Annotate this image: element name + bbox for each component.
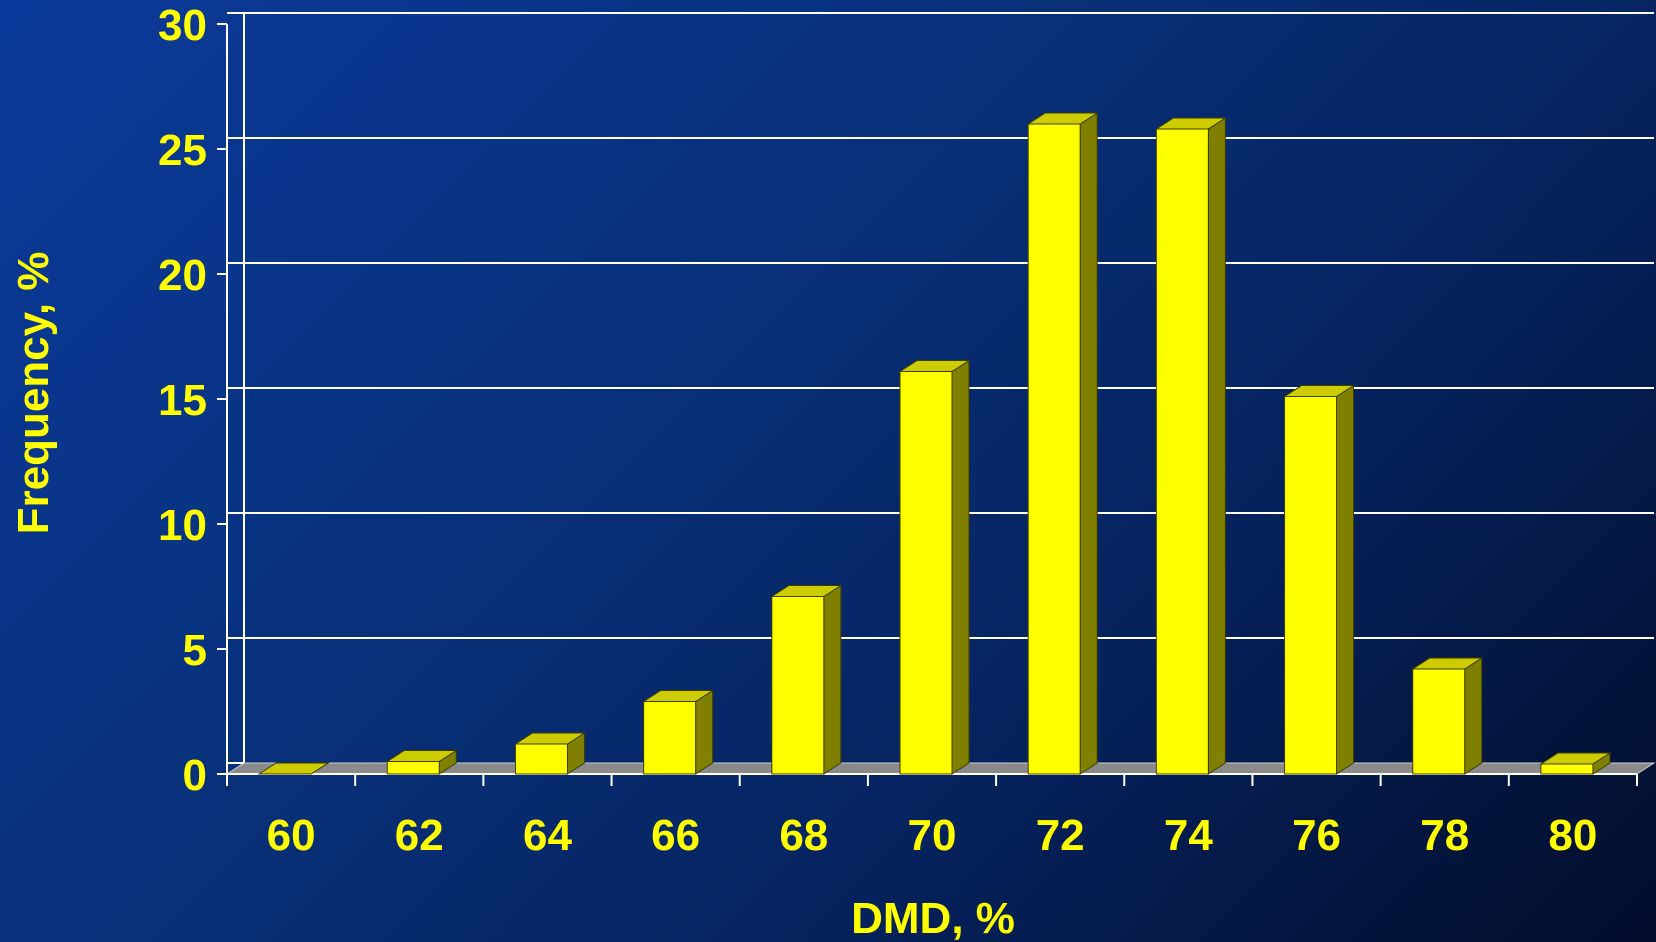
bar-side [1464,657,1483,775]
bar-66 [641,689,715,775]
bar-front [386,761,440,775]
bar-side [951,359,970,775]
y-axis-title: Frequency, % [9,252,58,535]
bar-70 [898,359,971,775]
bar-64 [513,732,587,775]
y-tick-label: 0 [183,751,207,800]
x-tick-label: 78 [1420,811,1469,860]
bar-60 [257,762,330,775]
x-tick-label: 72 [1036,811,1085,860]
y-tick-label: 5 [183,626,207,675]
bar-side [823,584,842,775]
bar-side [1079,112,1098,775]
bar-front [514,743,568,775]
x-tick-label: 70 [908,811,957,860]
x-tick-label: 74 [1164,811,1213,860]
x-tick-label: 60 [267,811,316,860]
bar-side [1336,384,1355,775]
bar-front [771,596,825,775]
x-axis-title: DMD, % [851,894,1015,942]
x-tick-label: 64 [523,811,572,860]
bar-62 [385,749,458,775]
bar-78 [1411,657,1484,775]
label-layer: 0 5 10 15 20 25 30 60 62 64 66 68 70 72 74 76 78 80 [158,1,1597,860]
bar-front [899,371,953,775]
bar-front [643,701,697,775]
bar-front [1155,128,1209,775]
bar-side [1207,117,1226,775]
x-tick-label: 62 [395,811,444,860]
bar-layer [257,112,1612,775]
bar-front [1284,396,1338,775]
y-tick-label: 20 [158,251,207,300]
bar-top [257,762,330,775]
y-tick-label: 10 [158,501,207,550]
x-tick-label: 66 [651,811,700,860]
bar-76 [1282,384,1356,775]
x-tick-label: 76 [1292,811,1341,860]
bar-74 [1154,117,1228,775]
bar-front [1027,123,1081,775]
bar-68 [770,584,843,775]
y-tick-label: 25 [158,126,207,175]
bar-80 [1539,752,1612,775]
x-tick-label: 80 [1548,811,1597,860]
bar-front [1412,668,1466,775]
y-tick-label: 15 [158,376,207,425]
bar-72 [1026,112,1099,775]
bar-side [695,689,714,775]
y-tick-label: 30 [158,1,207,50]
bar-front [1540,763,1594,775]
x-tick-label: 68 [779,811,828,860]
